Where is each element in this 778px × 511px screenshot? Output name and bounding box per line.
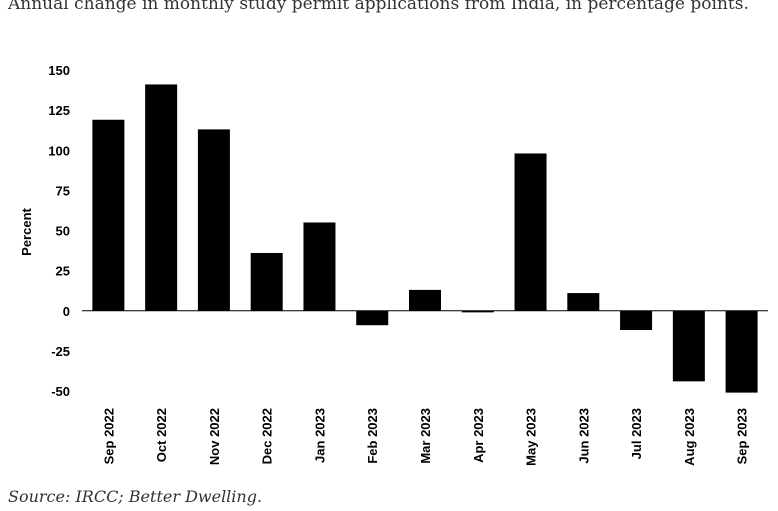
bar: [514, 153, 547, 311]
x-tick-label: Dec 2022: [260, 408, 275, 464]
y-tick-label: 50: [56, 224, 70, 239]
x-tick-label: Oct 2022: [154, 408, 169, 462]
x-tick-label: May 2023: [524, 408, 539, 466]
y-tick-label: -25: [51, 344, 70, 359]
x-tick-label: Sep 2023: [735, 408, 750, 464]
x-tick-label: Jan 2023: [312, 408, 327, 463]
y-axis-label: Percent: [19, 207, 34, 255]
y-tick-label: 125: [48, 103, 70, 118]
chart-title: Annual change in monthly study permit ap…: [8, 0, 749, 14]
bar: [303, 222, 336, 311]
y-tick-label: 100: [48, 143, 70, 158]
y-tick-label: 150: [48, 63, 70, 78]
source-note: Source: IRCC; Better Dwelling.: [8, 487, 263, 506]
x-tick-label: Nov 2022: [207, 408, 222, 465]
bar: [567, 293, 600, 311]
x-axis: Sep 2022 Oct 2022 Nov 2022 Dec 2022 Jan 2023…: [101, 408, 749, 466]
bar: [197, 129, 230, 311]
bar: [461, 310, 494, 313]
bar: [250, 252, 283, 311]
y-axis: 150 125 100 75 50 25 0 -25 -50: [48, 63, 768, 399]
y-tick-label: 25: [56, 264, 70, 279]
bars: [92, 84, 758, 393]
x-tick-label: Aug 2023: [682, 408, 697, 466]
x-tick-label: Jun 2023: [576, 408, 591, 464]
y-tick-label: -50: [51, 384, 70, 399]
bar: [92, 119, 125, 311]
y-tick-label: 75: [56, 183, 70, 198]
bar: [672, 310, 705, 382]
x-tick-label: Apr 2023: [471, 408, 486, 463]
x-tick-label: Mar 2023: [418, 408, 433, 464]
x-tick-label: Feb 2023: [365, 408, 380, 464]
x-tick-label: Jul 2023: [629, 408, 644, 459]
x-tick-label: Sep 2022: [101, 408, 116, 464]
bar: [620, 310, 653, 331]
bar: [145, 84, 178, 311]
bar: [356, 310, 389, 326]
y-tick-label: 0: [63, 304, 70, 319]
bar: [409, 289, 441, 311]
bar: [725, 310, 758, 393]
